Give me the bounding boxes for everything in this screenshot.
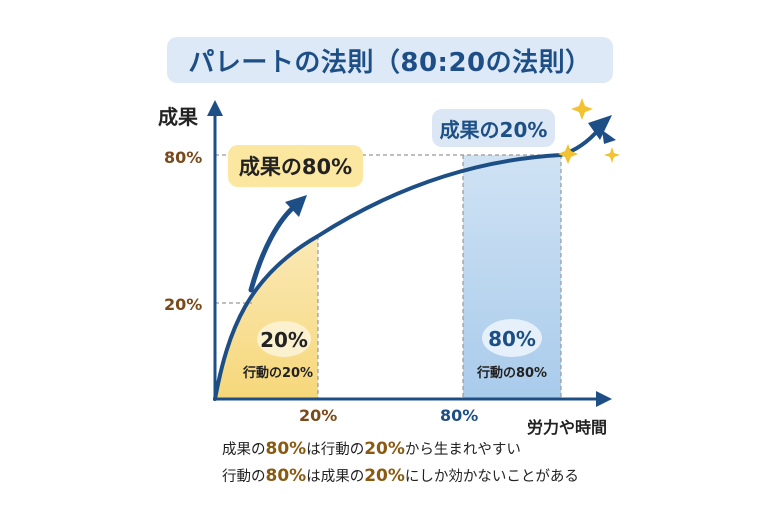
- x-axis-arrowhead: [596, 391, 612, 407]
- curve-arrow-fletch: [602, 130, 616, 144]
- sparkle-icon: [571, 98, 593, 120]
- note-text: にしか効かないことがある: [404, 469, 579, 485]
- right-region-percent: 80%: [488, 327, 536, 351]
- note-line: 行動の80%は成果の20%にしか効かないことがある: [222, 463, 722, 490]
- curve-arrowhead: [588, 115, 612, 140]
- callout-result-80-text: 成果の80%: [238, 155, 353, 179]
- rising-arrow-head: [285, 195, 307, 217]
- sparkle-icon: [558, 144, 578, 164]
- note-text: は行動の: [306, 442, 365, 458]
- callout-result-80: 成果の80%: [228, 145, 363, 187]
- explanation-notes: 成果の80%は行動の20%から生まれやすい 行動の80%は成果の20%にしか効か…: [222, 436, 722, 490]
- x-axis-label: 労力や時間: [527, 418, 607, 437]
- note-highlight: 80%: [265, 439, 307, 459]
- note-text: は成果の: [306, 469, 365, 485]
- region-right: [463, 155, 561, 399]
- note-text: 行動の: [222, 469, 266, 485]
- y-tick-80: 80%: [164, 148, 202, 167]
- note-line: 成果の80%は行動の20%から生まれやすい: [222, 436, 722, 463]
- left-region-caption: 行動の20%: [242, 365, 313, 381]
- callout-result-20-text: 成果の20%: [439, 117, 548, 142]
- y-axis-label: 成果: [158, 105, 198, 129]
- note-text: 成果の: [222, 442, 266, 458]
- note-highlight: 80%: [265, 466, 307, 486]
- sparkle-icon: [604, 147, 620, 163]
- note-highlight: 20%: [364, 466, 405, 486]
- y-axis-arrowhead: [207, 100, 223, 116]
- left-region-percent: 20%: [260, 328, 308, 352]
- region-left: [215, 236, 318, 399]
- right-region-caption: 行動の80%: [476, 365, 547, 381]
- page-title: パレートの法則（80:20の法則）: [188, 47, 592, 78]
- title-banner: パレートの法則（80:20の法則）: [167, 37, 613, 83]
- rising-arrow: [248, 202, 299, 293]
- x-tick-80: 80%: [440, 406, 478, 425]
- note-text: から生まれやすい: [404, 442, 521, 458]
- callout-result-20: 成果の20%: [432, 109, 555, 147]
- x-tick-20: 20%: [299, 406, 337, 425]
- right-percent-bubble: [482, 319, 542, 357]
- left-percent-bubble: [257, 321, 311, 357]
- y-tick-20: 20%: [164, 295, 202, 314]
- note-highlight: 20%: [364, 439, 405, 459]
